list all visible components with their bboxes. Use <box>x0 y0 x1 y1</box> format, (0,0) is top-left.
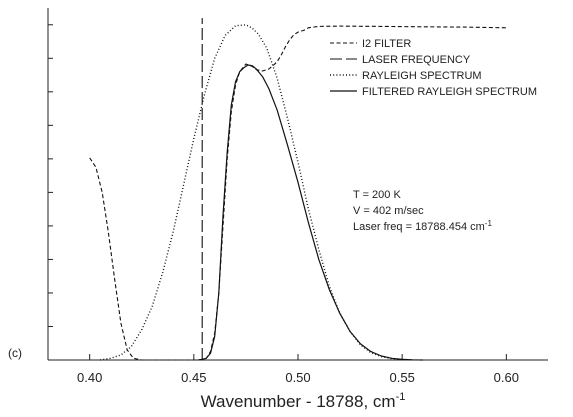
annotation-superscript: -1 <box>485 219 493 228</box>
series-line-2 <box>99 24 413 361</box>
annotation-2: Laser freq = 18788.454 cm-1 <box>353 219 492 233</box>
x-axis-title-superscript: -1 <box>396 391 406 403</box>
legend-label-2: RAYLEIGH SPECTRUM <box>362 70 482 82</box>
series-line-0 <box>89 25 507 361</box>
series-line-3 <box>197 64 424 361</box>
legend-label-1: LASER FREQUENCY <box>362 54 471 66</box>
x-tick-label: 0.55 <box>390 370 415 385</box>
x-tick-label: 0.45 <box>181 370 206 385</box>
x-axis-title: Wavenumber - 18788, cm-1 <box>201 391 406 411</box>
legend-label-3: FILTERED RAYLEIGH SPECTRUM <box>362 86 537 98</box>
panel-label: (c) <box>8 346 22 360</box>
x-tick-label: 0.60 <box>494 370 519 385</box>
x-tick-label: 0.40 <box>77 370 102 385</box>
annotation-1: V = 402 m/sec <box>353 205 424 217</box>
axes: 0.40 0.45 0.50 0.55 0.60 Wavenumber - 18788, … <box>8 8 548 411</box>
series-layer <box>89 18 507 361</box>
legend-label-0: I2 FILTER <box>362 38 411 50</box>
legend: I2 FILTER LASER FREQUENCY RAYLEIGH SPECTRU… <box>330 38 537 98</box>
annotation-0: T = 200 K <box>353 189 401 201</box>
annotations: T = 200 K V = 402 m/sec Laser freq = 18788… <box>353 189 492 233</box>
x-tick-label: 0.50 <box>285 370 310 385</box>
